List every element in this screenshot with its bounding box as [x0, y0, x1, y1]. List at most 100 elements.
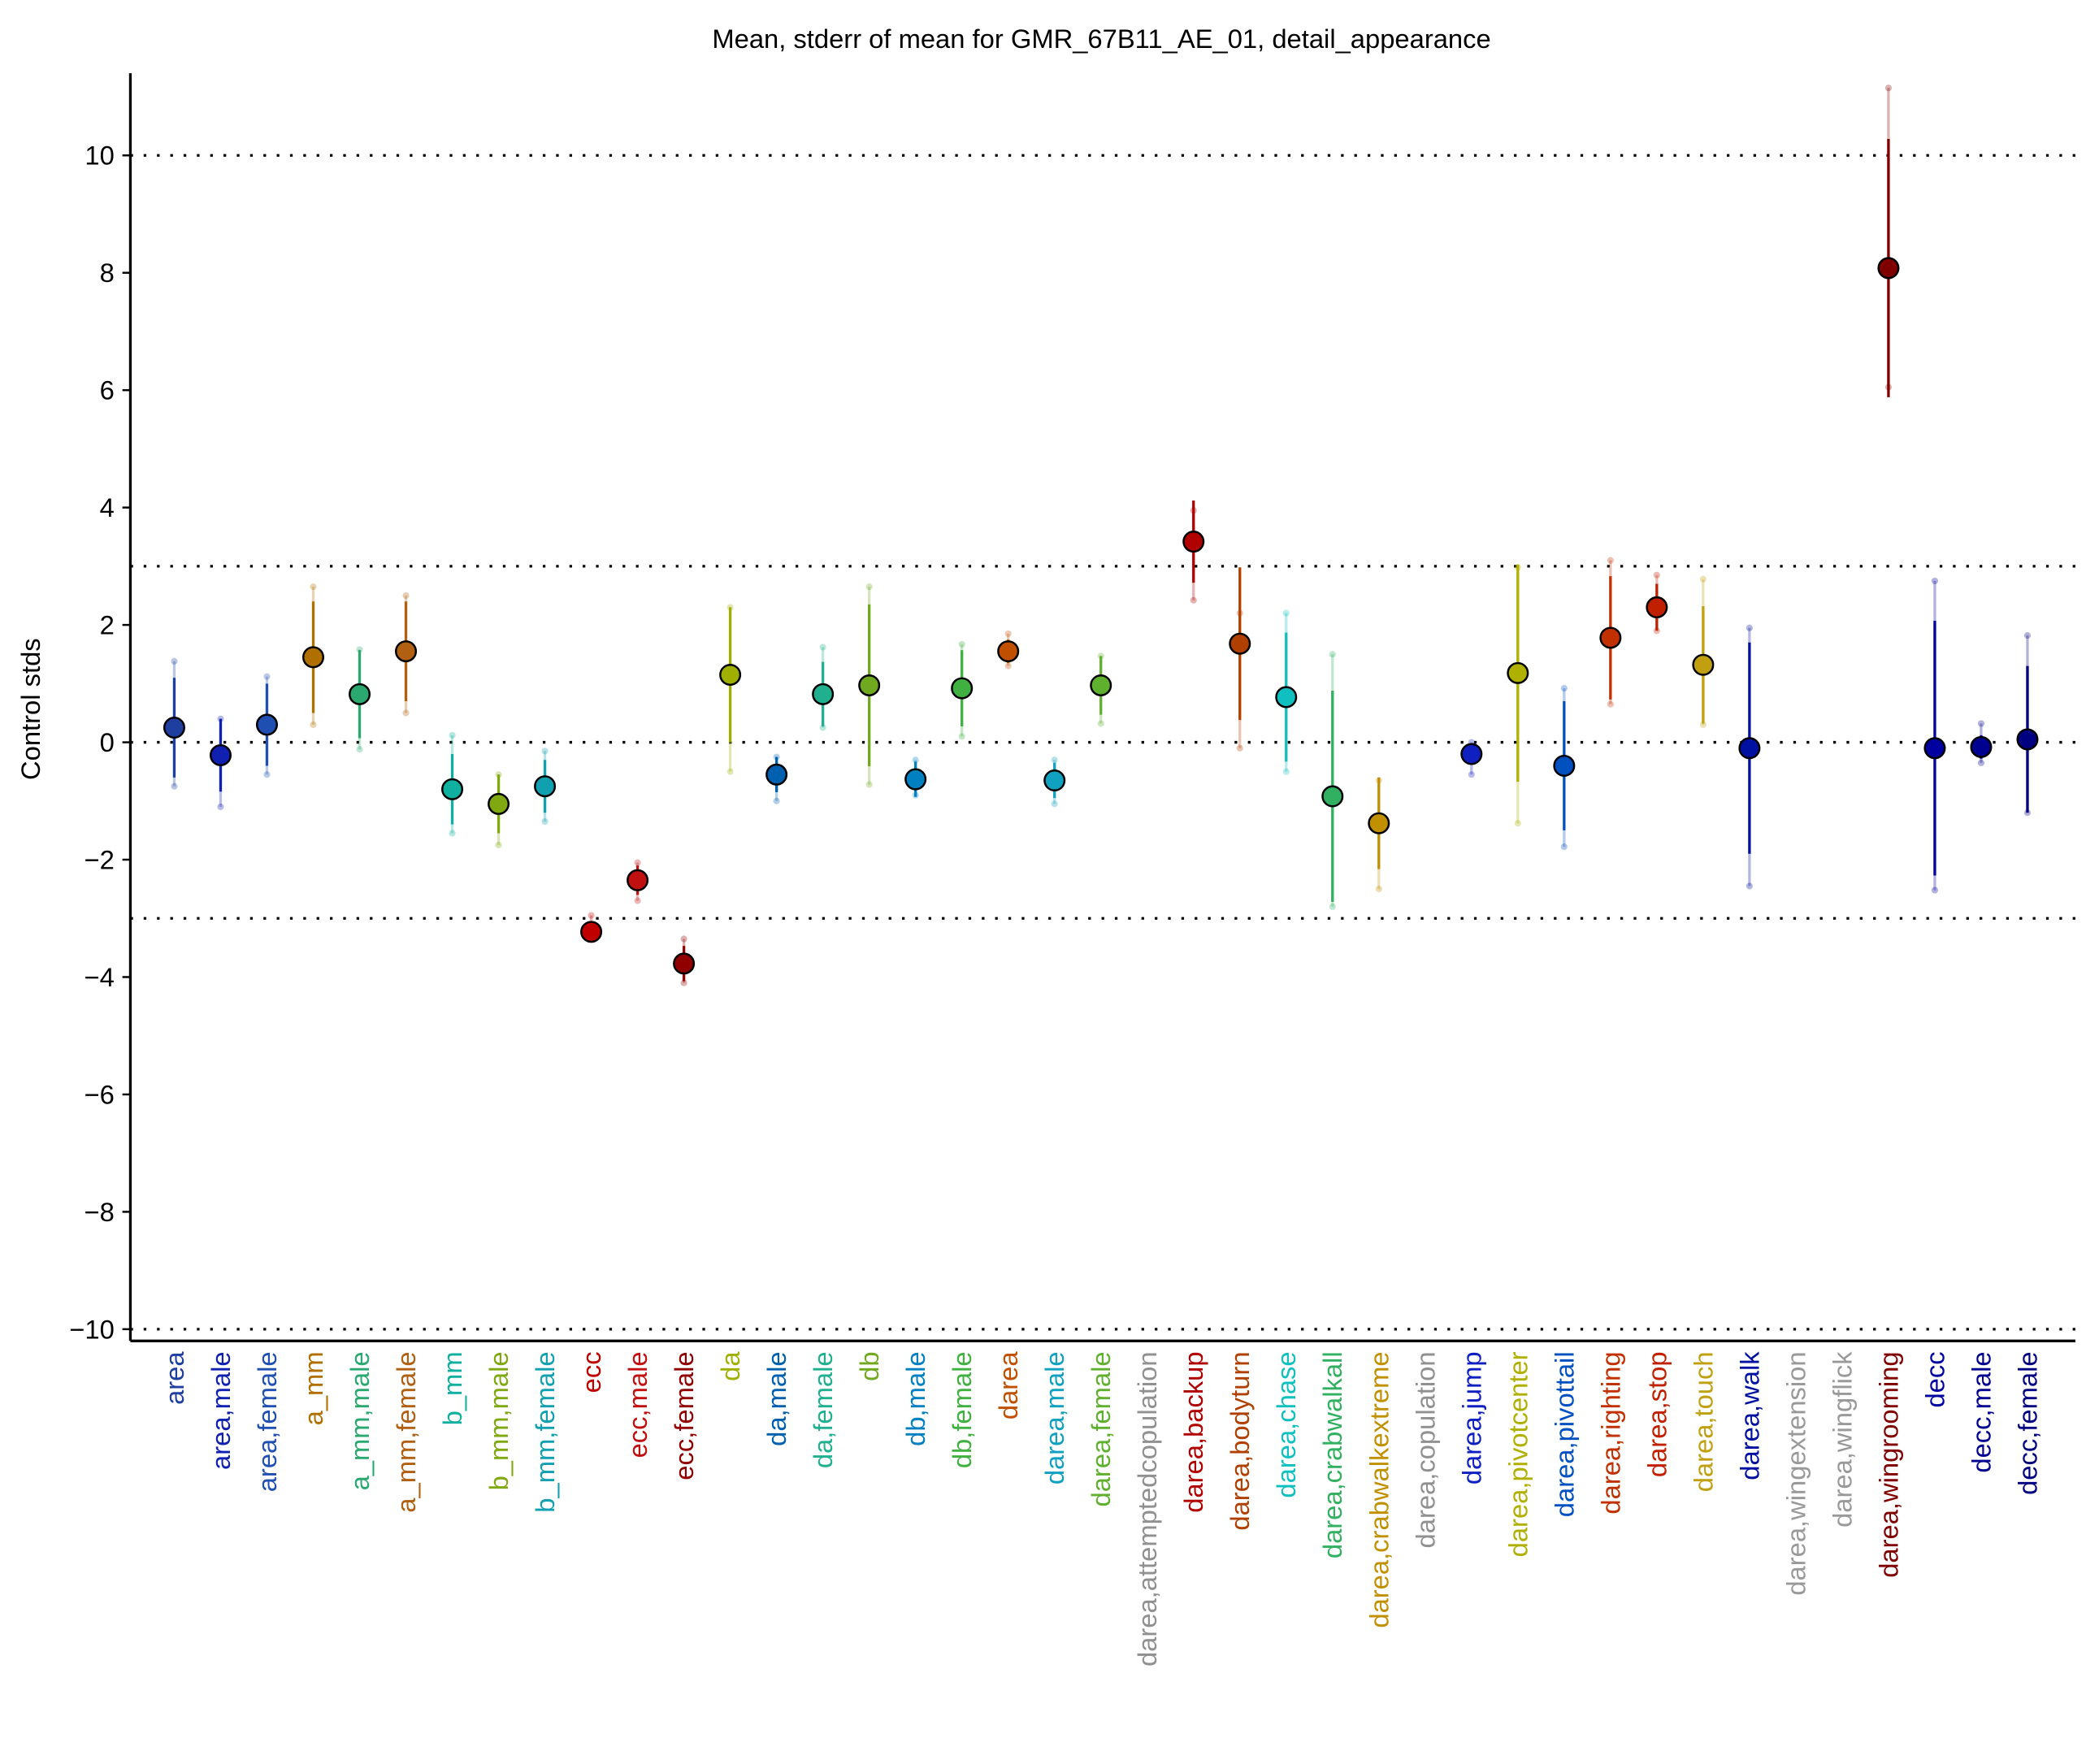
mean-point — [1275, 686, 1298, 709]
range-low — [819, 724, 826, 731]
range-low — [1329, 903, 1336, 910]
range-high — [1884, 85, 1893, 92]
range-low — [402, 709, 410, 717]
x-tick-label: darea,pivottail — [1549, 1351, 1579, 1517]
range-low — [1514, 820, 1521, 827]
x-tick-label: a_mm,male — [345, 1351, 375, 1490]
x-tick-label: darea,chase — [1271, 1351, 1301, 1497]
range-low — [1560, 843, 1568, 851]
range-low — [1977, 759, 1985, 766]
range-low — [1746, 882, 1753, 890]
mean-point — [1368, 812, 1390, 834]
x-tick-label: darea,attemptedcopulation — [1132, 1351, 1162, 1666]
range-high — [1977, 720, 1985, 727]
range-low — [1097, 720, 1104, 727]
x-tick-label: decc,female — [2012, 1351, 2042, 1494]
range-high — [1746, 624, 1753, 631]
range-low — [634, 897, 641, 904]
mean-point — [349, 683, 371, 705]
mean-point — [1182, 531, 1205, 553]
x-tick-label: db — [854, 1351, 884, 1380]
mean-point — [1877, 257, 1900, 280]
mean-point — [255, 713, 278, 736]
range-low — [171, 782, 178, 790]
y-tick-label: 0 — [100, 727, 115, 757]
range-high — [356, 646, 363, 653]
range-high — [1051, 756, 1058, 764]
x-tick-label: darea,touch — [1688, 1351, 1718, 1492]
y-tick-label: −8 — [84, 1197, 114, 1227]
y-tick-label: −6 — [84, 1079, 114, 1109]
range-low — [1931, 886, 1939, 894]
range-high — [1653, 571, 1660, 579]
x-tick-label: darea,wingrooming — [1873, 1351, 1903, 1577]
range-high — [1607, 557, 1614, 564]
range-low — [1190, 596, 1197, 604]
mean-point — [1229, 632, 1251, 655]
x-tick-label: darea,wingflick — [1827, 1351, 1857, 1528]
mean-point — [1090, 674, 1112, 697]
range-high — [819, 644, 826, 651]
range-low — [1468, 771, 1475, 778]
y-tick-label: −2 — [84, 844, 114, 874]
x-tick-label: b_mm,male — [484, 1351, 514, 1490]
mean-point — [1043, 769, 1066, 792]
y-tick-label: 2 — [100, 610, 115, 640]
range-high — [680, 935, 687, 943]
range-low — [1653, 627, 1660, 635]
x-tick-label: db,male — [900, 1351, 930, 1445]
mean-point — [1646, 596, 1668, 618]
range-high — [1282, 609, 1290, 617]
mean-point — [395, 640, 418, 663]
mean-point — [1738, 737, 1761, 760]
mean-point — [2016, 728, 2039, 751]
x-tick-label: decc,male — [1966, 1351, 1996, 1472]
range-high — [958, 640, 965, 648]
mean-point — [858, 674, 881, 697]
x-tick-label: da,male — [761, 1351, 791, 1445]
range-high — [912, 756, 919, 764]
x-tick-label: area,female — [252, 1351, 282, 1492]
mean-point — [1460, 743, 1483, 765]
x-tick-label: darea — [993, 1351, 1023, 1420]
mean-point — [673, 952, 696, 975]
mean-point — [1970, 735, 1993, 758]
x-tick-label: darea,female — [1086, 1351, 1116, 1506]
range-low — [1051, 800, 1058, 808]
x-tick-label: ecc,female — [669, 1351, 699, 1480]
mean-point — [209, 743, 232, 766]
x-tick-label: b_mm — [437, 1351, 467, 1425]
range-high — [310, 583, 317, 591]
x-tick-label: darea,jump — [1456, 1351, 1486, 1484]
range-low — [310, 721, 317, 728]
x-tick-label: darea,wingextension — [1780, 1351, 1811, 1595]
range-high — [1560, 685, 1568, 692]
range-low — [1375, 886, 1382, 893]
x-tick-label: darea,backup — [1178, 1351, 1208, 1512]
range-low — [958, 733, 965, 740]
x-tick-label: db,female — [947, 1351, 977, 1468]
y-tick-label: 6 — [100, 375, 115, 405]
mean-point — [951, 677, 974, 700]
chart-title: Mean, stderr of mean for GMR_67B11_AE_01… — [712, 24, 1490, 54]
range-low — [726, 768, 734, 775]
range-low — [773, 797, 780, 804]
mean-point — [627, 869, 649, 891]
x-tick-label: darea,copulation — [1410, 1351, 1440, 1548]
range-low — [356, 746, 363, 753]
mean-point — [441, 778, 464, 800]
range-high — [1699, 575, 1707, 583]
mean-point — [301, 646, 325, 669]
mean-point — [1923, 737, 1946, 760]
y-tick-label: −4 — [84, 962, 114, 992]
x-tick-label: darea,walk — [1734, 1351, 1764, 1480]
x-tick-label: darea,bodyturn — [1225, 1351, 1255, 1530]
range-low — [263, 771, 271, 778]
x-tick-label: decc — [1919, 1351, 1949, 1407]
range-high — [449, 731, 456, 739]
x-tick-label: da,female — [808, 1351, 838, 1468]
x-tick-label: ecc,male — [622, 1351, 653, 1458]
range-low — [865, 781, 873, 788]
range-high — [171, 657, 178, 665]
x-tick-label: b_mm,female — [530, 1351, 560, 1512]
